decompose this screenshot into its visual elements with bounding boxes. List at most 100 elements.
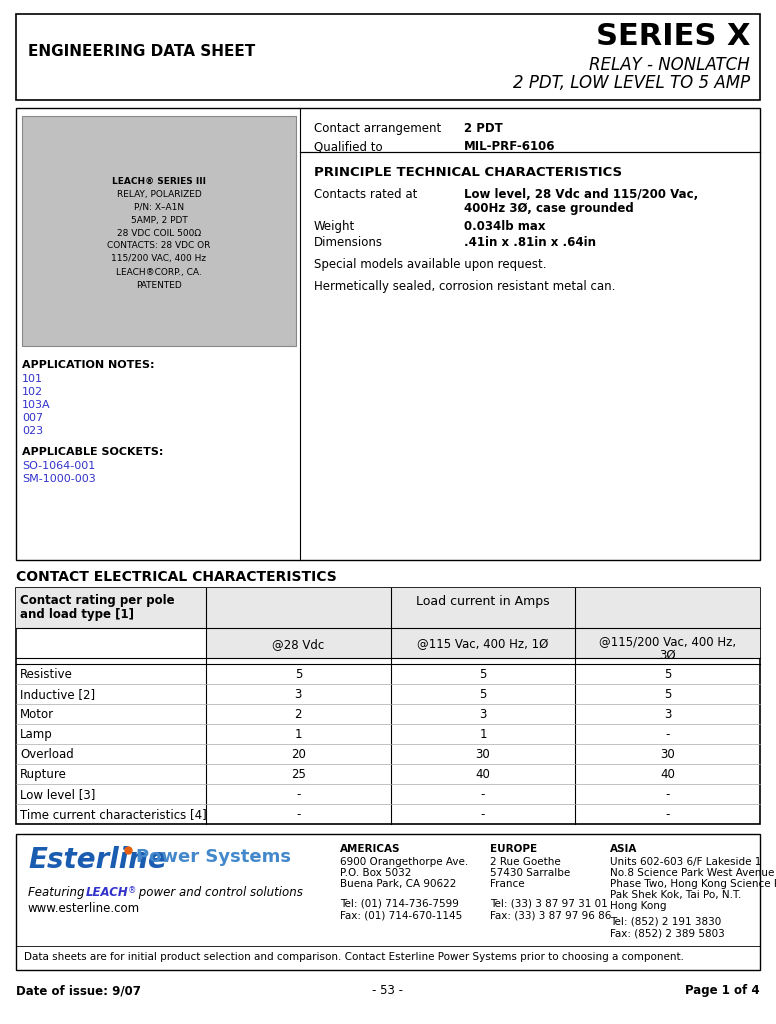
- Text: Contacts rated at: Contacts rated at: [314, 188, 417, 201]
- Text: Esterline: Esterline: [28, 846, 167, 874]
- Text: Contact arrangement: Contact arrangement: [314, 122, 442, 135]
- Text: Hong Kong: Hong Kong: [610, 901, 667, 911]
- Text: 007: 007: [22, 413, 43, 423]
- Text: 57430 Sarralbe: 57430 Sarralbe: [490, 868, 570, 878]
- Text: Pak Shek Kok, Tai Po, N.T.: Pak Shek Kok, Tai Po, N.T.: [610, 890, 741, 900]
- Text: Rupture: Rupture: [20, 768, 67, 781]
- Text: and load type [1]: and load type [1]: [20, 608, 134, 621]
- Text: Low level [3]: Low level [3]: [20, 788, 95, 801]
- Text: Special models available upon request.: Special models available upon request.: [314, 258, 546, 271]
- Text: Fax: (852) 2 389 5803: Fax: (852) 2 389 5803: [610, 928, 725, 938]
- Text: Load current in Amps: Load current in Amps: [416, 596, 550, 608]
- Text: - 53 -: - 53 -: [372, 984, 404, 997]
- Text: Units 602-603 6/F Lakeside 1: Units 602-603 6/F Lakeside 1: [610, 857, 761, 867]
- Text: 40: 40: [476, 768, 490, 781]
- Text: 5: 5: [480, 688, 487, 701]
- Text: 3: 3: [664, 708, 671, 721]
- Text: RELAY, POLARIZED: RELAY, POLARIZED: [116, 189, 202, 199]
- Bar: [206, 628, 760, 658]
- Text: CONTACT ELECTRICAL CHARACTERISTICS: CONTACT ELECTRICAL CHARACTERISTICS: [16, 570, 337, 584]
- Text: -: -: [666, 788, 670, 801]
- Text: Tel: (852) 2 191 3830: Tel: (852) 2 191 3830: [610, 918, 721, 927]
- Text: PATENTED: PATENTED: [136, 281, 182, 290]
- Text: Data sheets are for initial product selection and comparison. Contact Esterline : Data sheets are for initial product sele…: [24, 952, 684, 962]
- Text: ASIA: ASIA: [610, 844, 637, 854]
- Text: 1: 1: [295, 728, 302, 741]
- Text: Tel: (01) 714-736-7599: Tel: (01) 714-736-7599: [340, 899, 459, 909]
- Text: 28 VDC COIL 500Ω: 28 VDC COIL 500Ω: [117, 228, 201, 238]
- Text: 400Hz 3Ø, case grounded: 400Hz 3Ø, case grounded: [464, 202, 634, 215]
- Text: Fax: (01) 714-670-1145: Fax: (01) 714-670-1145: [340, 910, 462, 920]
- Bar: [16, 14, 760, 100]
- Text: 0.034lb max: 0.034lb max: [464, 220, 546, 233]
- Text: 3: 3: [480, 708, 487, 721]
- Text: @115 Vac, 400 Hz, 1Ø: @115 Vac, 400 Hz, 1Ø: [417, 639, 549, 651]
- Text: 023: 023: [22, 426, 43, 436]
- Text: Hermetically sealed, corrosion resistant metal can.: Hermetically sealed, corrosion resistant…: [314, 280, 615, 293]
- Text: Weight: Weight: [314, 220, 355, 233]
- Text: Phase Two, Hong Kong Science Park: Phase Two, Hong Kong Science Park: [610, 879, 776, 889]
- Text: ENGINEERING DATA SHEET: ENGINEERING DATA SHEET: [28, 44, 255, 59]
- Text: 30: 30: [660, 748, 675, 761]
- Text: RELAY - NONLATCH: RELAY - NONLATCH: [589, 56, 750, 74]
- Text: -: -: [666, 728, 670, 741]
- Text: -: -: [296, 808, 300, 821]
- Text: Tel: (33) 3 87 97 31 01: Tel: (33) 3 87 97 31 01: [490, 899, 608, 909]
- Text: SO-1064-001: SO-1064-001: [22, 461, 95, 471]
- Text: Buena Park, CA 90622: Buena Park, CA 90622: [340, 879, 456, 889]
- Text: APPLICABLE SOCKETS:: APPLICABLE SOCKETS:: [22, 447, 164, 457]
- Text: Power Systems: Power Systems: [136, 848, 291, 866]
- Text: 40: 40: [660, 768, 675, 781]
- Text: Featuring: Featuring: [28, 886, 88, 899]
- Text: @28 Vdc: @28 Vdc: [272, 639, 324, 651]
- Text: AMERICAS: AMERICAS: [340, 844, 400, 854]
- Text: Date of issue: 9/07: Date of issue: 9/07: [16, 984, 141, 997]
- Text: France: France: [490, 879, 525, 889]
- Text: 5: 5: [664, 688, 671, 701]
- Text: APPLICATION NOTES:: APPLICATION NOTES:: [22, 360, 154, 370]
- Bar: [16, 588, 760, 824]
- Text: ®: ®: [128, 886, 137, 895]
- Text: 2 PDT: 2 PDT: [464, 122, 503, 135]
- Bar: [16, 834, 760, 970]
- Text: 2: 2: [295, 708, 302, 721]
- Text: No.8 Science Park West Avenue: No.8 Science Park West Avenue: [610, 868, 774, 878]
- Text: 2 Rue Goethe: 2 Rue Goethe: [490, 857, 561, 867]
- Text: power and control solutions: power and control solutions: [135, 886, 303, 899]
- Text: Overload: Overload: [20, 748, 74, 761]
- Text: EUROPE: EUROPE: [490, 844, 537, 854]
- Bar: [22, 116, 296, 346]
- Text: Lamp: Lamp: [20, 728, 53, 741]
- Text: 101: 101: [22, 374, 43, 384]
- Bar: [16, 588, 760, 628]
- Text: LEACH: LEACH: [86, 886, 129, 899]
- Text: LEACH® SERIES III: LEACH® SERIES III: [112, 176, 206, 185]
- Text: @115/200 Vac, 400 Hz,: @115/200 Vac, 400 Hz,: [599, 635, 736, 648]
- Text: -: -: [296, 788, 300, 801]
- Text: .41in x .81in x .64in: .41in x .81in x .64in: [464, 236, 596, 249]
- Text: SERIES X: SERIES X: [595, 22, 750, 51]
- Text: 2 PDT, LOW LEVEL TO 5 AMP: 2 PDT, LOW LEVEL TO 5 AMP: [513, 74, 750, 92]
- Text: 5: 5: [295, 668, 302, 681]
- Text: PRINCIPLE TECHNICAL CHARACTERISTICS: PRINCIPLE TECHNICAL CHARACTERISTICS: [314, 166, 622, 179]
- Text: MIL-PRF-6106: MIL-PRF-6106: [464, 140, 556, 153]
- Text: Qualified to: Qualified to: [314, 140, 383, 153]
- Text: 25: 25: [291, 768, 306, 781]
- Text: 30: 30: [476, 748, 490, 761]
- Text: -: -: [481, 808, 485, 821]
- Text: Dimensions: Dimensions: [314, 236, 383, 249]
- Text: 102: 102: [22, 387, 43, 397]
- Text: 20: 20: [291, 748, 306, 761]
- Text: -: -: [666, 808, 670, 821]
- Text: 3Ø: 3Ø: [660, 649, 676, 662]
- Text: 5AMP, 2 PDT: 5AMP, 2 PDT: [130, 215, 187, 224]
- Text: Motor: Motor: [20, 708, 54, 721]
- Text: SM-1000-003: SM-1000-003: [22, 474, 95, 484]
- Text: Page 1 of 4: Page 1 of 4: [685, 984, 760, 997]
- Text: Low level, 28 Vdc and 115/200 Vac,: Low level, 28 Vdc and 115/200 Vac,: [464, 188, 698, 201]
- Text: P.O. Box 5032: P.O. Box 5032: [340, 868, 411, 878]
- Text: 1: 1: [480, 728, 487, 741]
- Text: 3: 3: [295, 688, 302, 701]
- Text: 6900 Orangethorpe Ave.: 6900 Orangethorpe Ave.: [340, 857, 468, 867]
- Text: 115/200 VAC, 400 Hz: 115/200 VAC, 400 Hz: [112, 255, 206, 263]
